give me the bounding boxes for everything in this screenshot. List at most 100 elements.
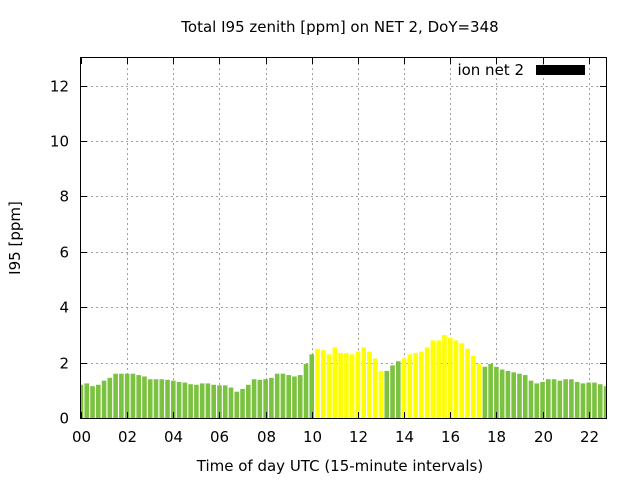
x-tick-label: 10 <box>303 428 322 446</box>
bar <box>413 352 418 418</box>
bar <box>90 386 95 418</box>
bar <box>119 373 124 418</box>
bar <box>355 351 361 418</box>
legend-swatch <box>536 65 585 75</box>
bar <box>430 340 436 418</box>
y-tick-label: 2 <box>59 355 69 373</box>
bar <box>165 379 170 418</box>
bar <box>199 383 205 418</box>
bar <box>592 382 597 418</box>
bar <box>159 379 165 418</box>
y-axis-label: I95 [ppm] <box>6 201 24 275</box>
y-tick-label: 12 <box>50 78 69 96</box>
bar <box>424 347 430 418</box>
bar <box>309 354 315 418</box>
bar <box>171 380 176 418</box>
bar <box>361 347 366 418</box>
bar <box>234 391 240 418</box>
bar <box>557 380 563 418</box>
bar <box>459 343 465 418</box>
bar <box>188 384 193 418</box>
y-tick-label: 4 <box>59 299 69 317</box>
bar <box>222 385 228 418</box>
bar <box>407 354 413 418</box>
bar <box>436 340 441 418</box>
bar <box>442 334 447 418</box>
bar <box>274 373 280 418</box>
bars <box>81 334 606 418</box>
x-tick-label: 22 <box>580 428 599 446</box>
bar <box>396 361 401 418</box>
bar <box>153 379 159 418</box>
bar <box>81 384 84 418</box>
x-tick-label: 18 <box>487 428 506 446</box>
bar <box>546 379 551 418</box>
bar <box>332 347 338 418</box>
bar <box>482 366 488 418</box>
bar <box>147 379 153 418</box>
bar <box>246 384 251 418</box>
chart-title: Total I95 zenith [ppm] on NET 2, DoY=348 <box>180 18 498 36</box>
bar <box>240 388 245 418</box>
bar <box>453 340 459 418</box>
bar <box>176 382 182 418</box>
x-tick-label: 16 <box>441 428 460 446</box>
x-tick-label: 04 <box>164 428 183 446</box>
bar <box>344 352 349 418</box>
y-tick-label: 8 <box>59 188 69 206</box>
bar <box>142 376 147 418</box>
y-tick-label: 6 <box>59 244 69 262</box>
bar <box>130 373 136 418</box>
bar <box>384 370 390 418</box>
bar <box>263 379 268 418</box>
bar <box>465 348 470 418</box>
bar <box>367 351 372 418</box>
legend: ion net 2 <box>457 61 585 79</box>
bar <box>447 337 453 418</box>
bar <box>580 383 586 418</box>
bar <box>217 385 222 418</box>
bar <box>540 382 545 418</box>
legend-label: ion net 2 <box>457 61 524 79</box>
x-axis-label: Time of day UTC (15-minute intervals) <box>196 457 483 475</box>
x-tick-label: 12 <box>349 428 368 446</box>
bar <box>597 384 603 418</box>
x-tick-label: 08 <box>257 428 276 446</box>
bar <box>297 375 303 418</box>
bar <box>476 364 482 418</box>
bar <box>603 386 606 418</box>
bar <box>499 369 505 418</box>
bar <box>349 354 355 418</box>
bar <box>338 352 343 418</box>
bar <box>251 379 257 418</box>
bar <box>517 373 522 418</box>
bar <box>551 379 557 418</box>
bar <box>113 373 118 418</box>
bar <box>257 379 263 418</box>
bar <box>401 358 407 418</box>
bar <box>280 373 286 418</box>
bar <box>471 355 476 418</box>
bar <box>96 384 101 418</box>
bar <box>194 384 199 418</box>
x-tick-label: 00 <box>72 428 91 446</box>
plot-frame <box>80 57 607 419</box>
x-tick-label: 20 <box>534 428 553 446</box>
bar <box>569 379 574 418</box>
bar <box>488 364 493 418</box>
bar <box>124 373 130 418</box>
bar <box>378 370 384 418</box>
bar <box>586 382 591 418</box>
bar <box>505 370 511 418</box>
bar <box>269 377 274 418</box>
bar <box>211 384 216 418</box>
bar <box>136 375 141 418</box>
bar <box>419 351 424 418</box>
bar <box>101 380 107 418</box>
bar <box>205 383 211 418</box>
bar <box>574 382 580 418</box>
grid <box>81 58 606 418</box>
bar <box>182 382 188 418</box>
bar <box>522 375 528 418</box>
